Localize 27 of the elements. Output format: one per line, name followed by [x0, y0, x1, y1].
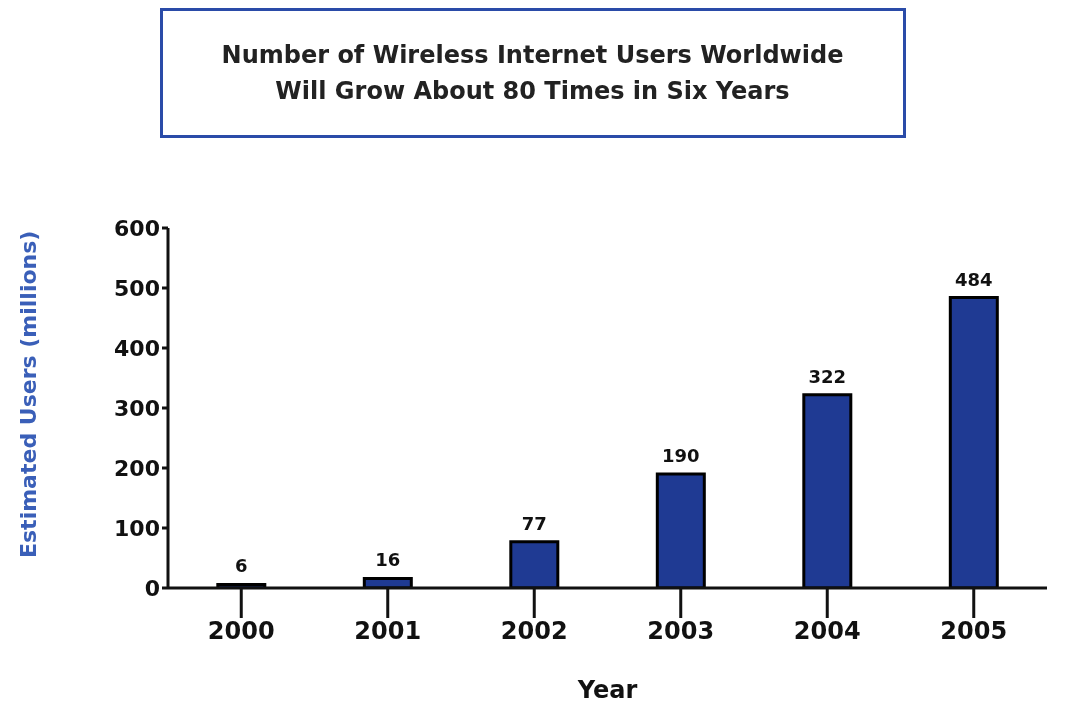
bar: [362, 576, 413, 588]
x-tick-label: 2005: [940, 617, 1008, 646]
y-tick-label: 300: [114, 395, 160, 421]
data-label: 322: [808, 365, 847, 387]
x-tick-label: 2000: [207, 617, 275, 646]
y-axis-title: Estimated Users (millions): [15, 230, 41, 558]
x-axis-title: Year: [576, 676, 638, 704]
chart-title: Number of Wireless Internet Users Worldwide Will Grow About 80 Times in Six Years: [159, 8, 906, 138]
data-label: 484: [955, 268, 993, 290]
x-tick-label: 2002: [500, 617, 568, 646]
bar: [509, 540, 560, 588]
y-tick-label: 200: [114, 455, 160, 481]
x-tick-label: 2003: [647, 617, 715, 646]
data-label: 77: [521, 512, 547, 534]
y-tick-label: 100: [114, 515, 160, 541]
x-tick-label: 2004: [793, 617, 861, 646]
bar: [655, 472, 706, 588]
x-tick-label: 2001: [354, 617, 422, 646]
y-tick-label: 0: [144, 575, 160, 601]
y-tick-label: 500: [114, 275, 160, 301]
bar: [802, 393, 853, 588]
data-label: 190: [662, 445, 700, 466]
bar: [948, 296, 999, 588]
y-tick-label: 400: [114, 335, 160, 361]
data-label: 16: [375, 549, 401, 571]
data-label: 6: [235, 555, 248, 577]
y-tick-label: 600: [114, 215, 160, 241]
